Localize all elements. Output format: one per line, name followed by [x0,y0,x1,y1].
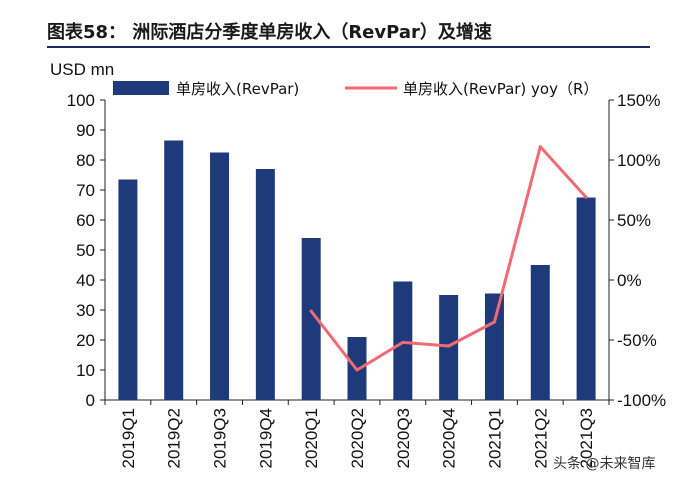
y-axis-label: USD mn [50,60,114,79]
y-left-tick-label: 90 [76,121,95,140]
bar [576,197,596,400]
y-left-tick-label: 70 [76,181,95,200]
x-tick-label: 2020Q2 [348,408,367,469]
x-tick-label: 2019Q1 [119,408,138,469]
y-left-tick-label: 60 [76,211,95,230]
y-left-tick-label: 0 [86,391,95,410]
legend-bar-label: 单房收入(RevPar) [176,80,299,98]
y-left-tick-label: 50 [76,241,95,260]
watermark: 头条 @未来智库 [553,455,655,472]
bar [484,293,504,400]
chart-title: 图表58： 洲际酒店分季度单房收入（RevPar）及增速 [47,22,492,43]
tick-labels: 0 10 20 30 40 50 60 70 80 90 100 -100% -50% 0% 50% 100%… [67,91,667,469]
bar [118,179,138,400]
y-left-tick-label: 80 [76,151,95,170]
bar [255,169,275,400]
x-tick-label: 2019Q2 [165,408,184,469]
x-tick-label: 2020Q4 [440,408,459,469]
x-tick-label: 2019Q4 [256,408,275,469]
y-right-tick-label: 50% [617,211,651,230]
title-rule [47,46,650,48]
x-tick-label: 2021Q3 [577,408,596,469]
x-tick-label: 2021Q2 [531,408,550,469]
yoy-line-series [309,145,588,372]
y-right-tick-label: -50% [617,331,657,350]
y-right-tick-label: -100% [617,391,666,410]
bars [118,140,596,400]
yoy-point [309,309,313,313]
y-right-tick-label: 100% [617,151,660,170]
bar [164,140,184,400]
y-right-tick-label: 150% [617,91,660,110]
bar [301,238,321,400]
y-left-tick-label: 20 [76,331,95,350]
legend-line-label: 单房收入(RevPar) yoy（R） [403,80,598,98]
y-left-tick-label: 40 [76,271,95,290]
yoy-point [355,368,359,372]
x-tick-label: 2021Q1 [485,408,504,469]
y-left-tick-label: 30 [76,301,95,320]
bar [210,152,230,400]
yoy-point [538,145,542,149]
x-tick-label: 2019Q3 [211,408,230,469]
yoy-point [401,340,405,344]
y-left-tick-label: 10 [76,361,95,380]
yoy-point [447,344,451,348]
legend: 单房收入(RevPar) 单房收入(RevPar) yoy（R） [113,80,598,98]
y-left-tick-label: 100 [67,91,95,110]
bar [393,281,413,400]
y-right-tick-label: 0% [617,271,642,290]
legend-bar-swatch [113,81,169,95]
x-tick-label: 2020Q3 [394,408,413,469]
x-tick-label: 2020Q1 [302,408,321,469]
yoy-point [492,320,496,324]
bar [530,265,550,400]
yoy-point [584,195,588,199]
